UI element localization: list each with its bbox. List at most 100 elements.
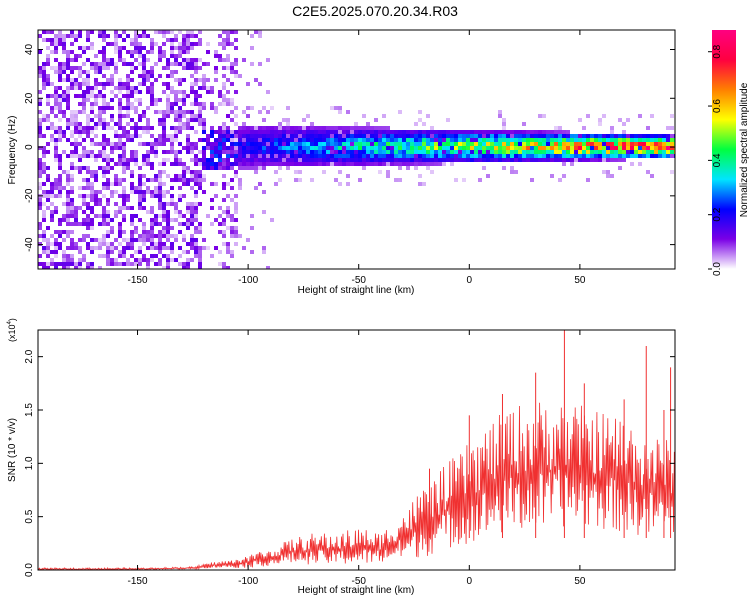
spectrogram-cell — [418, 130, 422, 134]
spectrogram-cell — [150, 258, 154, 262]
spectrogram-cell — [462, 130, 466, 134]
spectrogram-cell — [614, 134, 618, 138]
spectrogram-cell — [110, 118, 114, 122]
spectrogram-cell — [42, 246, 46, 250]
spectrogram-cell — [170, 226, 174, 230]
spectrogram-cell — [114, 30, 118, 34]
spectrogram-cell — [190, 174, 194, 178]
spectrogram-cell — [346, 150, 350, 154]
spectrogram-cell — [42, 190, 46, 194]
spectrogram-cell — [438, 158, 442, 162]
spectrogram-cell — [218, 146, 222, 150]
spectrogram-cell — [226, 138, 230, 142]
spectrogram-cell — [102, 222, 106, 226]
spectrogram-cell — [194, 118, 198, 122]
spectrogram-cell — [58, 182, 62, 186]
spectrogram-cell — [262, 154, 266, 158]
spectrogram-cell — [210, 158, 214, 162]
colorbar-tick-label: 0.6 — [712, 99, 723, 113]
spectrogram-cell — [310, 134, 314, 138]
spectrogram-cell — [194, 182, 198, 186]
spectrogram-cell — [326, 150, 330, 154]
spectrogram-cell — [46, 266, 50, 269]
spectrogram-cell — [434, 162, 438, 166]
spectrogram-cell — [178, 150, 182, 154]
spectrogram-cell — [282, 138, 286, 142]
spectrogram-cell — [238, 182, 242, 186]
spectrogram-cell — [178, 50, 182, 54]
spectrogram-cell — [162, 266, 166, 269]
spectrogram-cell — [242, 134, 246, 138]
spectrogram-cell — [530, 130, 534, 134]
spectrogram-cell — [210, 222, 214, 226]
spectrogram-cell — [150, 150, 154, 154]
spectrogram-cell — [98, 118, 102, 122]
spectrogram-cell — [190, 34, 194, 38]
spectrogram-cell — [130, 70, 134, 74]
spectrogram-cell — [250, 154, 254, 158]
spectrogram-cell — [338, 162, 342, 166]
spectrogram-cell — [62, 258, 66, 262]
spectrogram-cell — [226, 66, 230, 70]
spectrogram-cell — [162, 246, 166, 250]
spectrogram-cell — [182, 98, 186, 102]
spectrogram-cell — [78, 194, 82, 198]
spectrogram-cell — [170, 54, 174, 58]
spectrogram-cell — [170, 50, 174, 54]
spectrogram-cell — [486, 138, 490, 142]
spectrogram-cell — [46, 82, 50, 86]
spectrogram-cell — [162, 182, 166, 186]
spectrogram-cell — [198, 258, 202, 262]
spectrogram-cell — [86, 82, 90, 86]
spectrogram-cell — [326, 138, 330, 142]
spectrogram-cell — [90, 138, 94, 142]
spectrogram-cell — [294, 178, 298, 182]
spectrogram-cell — [302, 118, 306, 122]
spectrogram-cell — [186, 206, 190, 210]
spectrogram-cell — [62, 262, 66, 266]
spectrogram-cell — [154, 174, 158, 178]
spectrogram-cell — [310, 142, 314, 146]
spectrogram-cell — [114, 66, 118, 70]
spectrogram-cell — [626, 134, 630, 138]
spectrogram-cell — [370, 130, 374, 134]
spectrogram-cell — [210, 198, 214, 202]
spectrogram-cell — [198, 102, 202, 106]
spectrogram-cell — [374, 146, 378, 150]
spectrogram-cell — [278, 166, 282, 170]
spectrogram-cell — [498, 158, 502, 162]
spectrogram-cell — [82, 50, 86, 54]
spectrogram-cell — [498, 130, 502, 134]
spectrogram-cell — [530, 178, 534, 182]
spectrogram-cell — [190, 62, 194, 66]
spectrogram-cell — [214, 142, 218, 146]
spectrogram-cell — [126, 78, 130, 82]
spectrogram-cell — [82, 78, 86, 82]
spectrogram-cell — [138, 166, 142, 170]
spectrogram-cell — [194, 78, 198, 82]
spectrogram-cell — [158, 214, 162, 218]
spectrogram-cell — [54, 90, 58, 94]
spectrogram-cell — [158, 30, 162, 34]
spectrogram-cell — [210, 130, 214, 134]
spectrogram-cell — [478, 130, 482, 134]
spectrogram-cell — [50, 258, 54, 262]
spectrogram-cell — [462, 150, 466, 154]
spectrogram-cell — [122, 46, 126, 50]
spectrogram-cell — [278, 146, 282, 150]
spectrogram-cell — [486, 174, 490, 178]
spectrogram-cell — [602, 114, 606, 118]
spectrogram-cell — [278, 154, 282, 158]
spectrogram-cell — [430, 170, 434, 174]
spectrogram-cell — [398, 178, 402, 182]
spectrogram-cell — [82, 198, 86, 202]
spectrogram-cell — [474, 134, 478, 138]
spectrogram-cell — [58, 194, 62, 198]
spectrogram-cell — [178, 142, 182, 146]
spectrogram-cell — [82, 218, 86, 222]
spectrogram-cell — [218, 206, 222, 210]
spectrogram-cell — [310, 146, 314, 150]
spectrogram-cell — [82, 62, 86, 66]
spectrogram-cell — [106, 250, 110, 254]
spectrogram-cell — [142, 230, 146, 234]
